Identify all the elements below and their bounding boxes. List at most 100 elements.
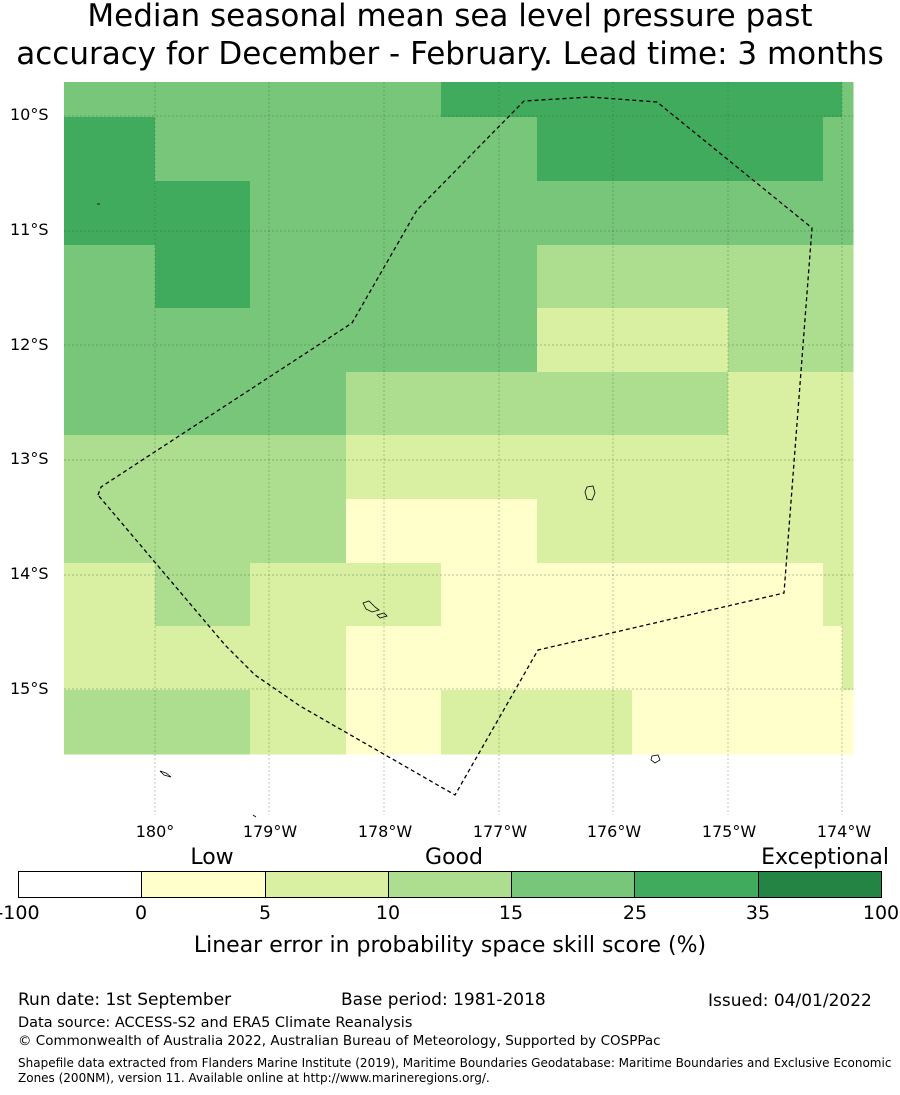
skill-cell [346,372,442,436]
skill-cell [728,82,824,118]
skill-cell [346,626,442,691]
skill-cell [346,245,442,309]
skill-cell [155,563,251,627]
skill-cell [346,181,442,246]
skill-cell [842,181,854,246]
colorbar [18,871,882,898]
skill-cell [155,690,251,755]
skill-cell [823,499,843,564]
skill-cell [728,563,824,627]
skill-cell [842,372,854,436]
skill-cell [632,308,729,373]
skill-cell [250,245,347,309]
skill-cell [728,245,824,309]
skill-cell [441,372,538,436]
skill-cell [728,435,824,500]
skill-cell [250,499,347,564]
skill-cell [823,563,843,627]
skill-cell [155,82,251,118]
eez-boundary [97,96,813,796]
skill-cell [250,308,347,373]
skill-cell [537,563,633,627]
skill-cell [64,117,156,182]
category-label-exceptional: Exceptional [761,845,889,870]
skill-cell [842,690,854,755]
skill-cell [250,117,347,182]
skill-cell [537,308,633,373]
skill-cell [250,626,347,691]
skill-cell [250,435,347,500]
skill-cell [537,181,633,246]
skill-cell [823,626,843,691]
skill-cell [441,82,538,118]
skill-cell [441,181,538,246]
skill-cell [155,372,251,436]
skill-cell [64,435,156,500]
skill-cell [155,117,251,182]
category-label-good: Good [425,845,483,870]
skill-cell [346,499,442,564]
skill-cell [64,372,156,436]
colorbar-tick: 100 [862,902,900,924]
lat-label-15s: 15°S [10,679,49,698]
skill-cell [842,117,854,182]
colorbar-segment [388,872,513,897]
skill-cell [441,626,538,691]
category-label-low: Low [190,845,234,870]
skill-cell [728,626,824,691]
skill-cell [728,372,824,436]
colorbar-title: Linear error in probability space skill … [193,933,707,958]
lon-label-174w: 174°W [816,822,872,841]
skill-cell [842,245,854,309]
island-outline [376,612,388,619]
skill-map [64,82,854,818]
lon-label-176w: 176°W [586,822,642,841]
skill-cell [64,690,156,755]
skill-cell [632,117,729,182]
skill-cell [537,245,633,309]
lon-label-179w: 179°W [242,822,298,841]
skill-cell [632,563,729,627]
colorbar-segment [512,872,636,897]
skill-cell [250,690,347,755]
skill-cell [64,82,156,118]
skill-cell [441,245,538,309]
skill-cell [823,245,843,309]
skill-cell [155,435,251,500]
skill-cell [155,245,251,309]
skill-cell [250,82,347,118]
skill-cell [64,181,156,246]
skill-cell [728,690,824,755]
skill-cell [64,563,156,627]
skill-cell [250,563,347,627]
skill-cell [823,308,843,373]
skill-cell [346,435,442,500]
lat-label-13s: 13°S [10,449,49,468]
skill-cell [64,626,156,691]
skill-cell [537,435,633,500]
skill-cell [155,308,251,373]
issued-date: Issued: 04/01/2022 [708,991,872,1011]
colorbar-tick: -100 [0,902,40,924]
skill-cell [155,499,251,564]
colorbar-tick: 25 [622,902,648,924]
skill-cell [728,181,824,246]
skill-cell [823,82,843,118]
colorbar-tick: 5 [258,902,272,924]
skill-cell [250,372,347,436]
skill-cell [441,435,538,500]
skill-cell [155,626,251,691]
skill-cell [346,82,442,118]
skill-cell [632,626,729,691]
skill-cell [346,117,442,182]
graticule [64,82,853,815]
skill-cell [842,82,854,118]
lon-label-178w: 178°W [357,822,413,841]
shapefile-note: Shapefile data extracted from Flanders M… [18,1056,892,1085]
skill-cell [346,308,442,373]
skill-grid [64,82,854,755]
skill-cell [823,435,843,500]
lon-label-180: 180° [135,822,175,841]
island-outline [584,485,596,501]
skill-cell [842,626,854,691]
